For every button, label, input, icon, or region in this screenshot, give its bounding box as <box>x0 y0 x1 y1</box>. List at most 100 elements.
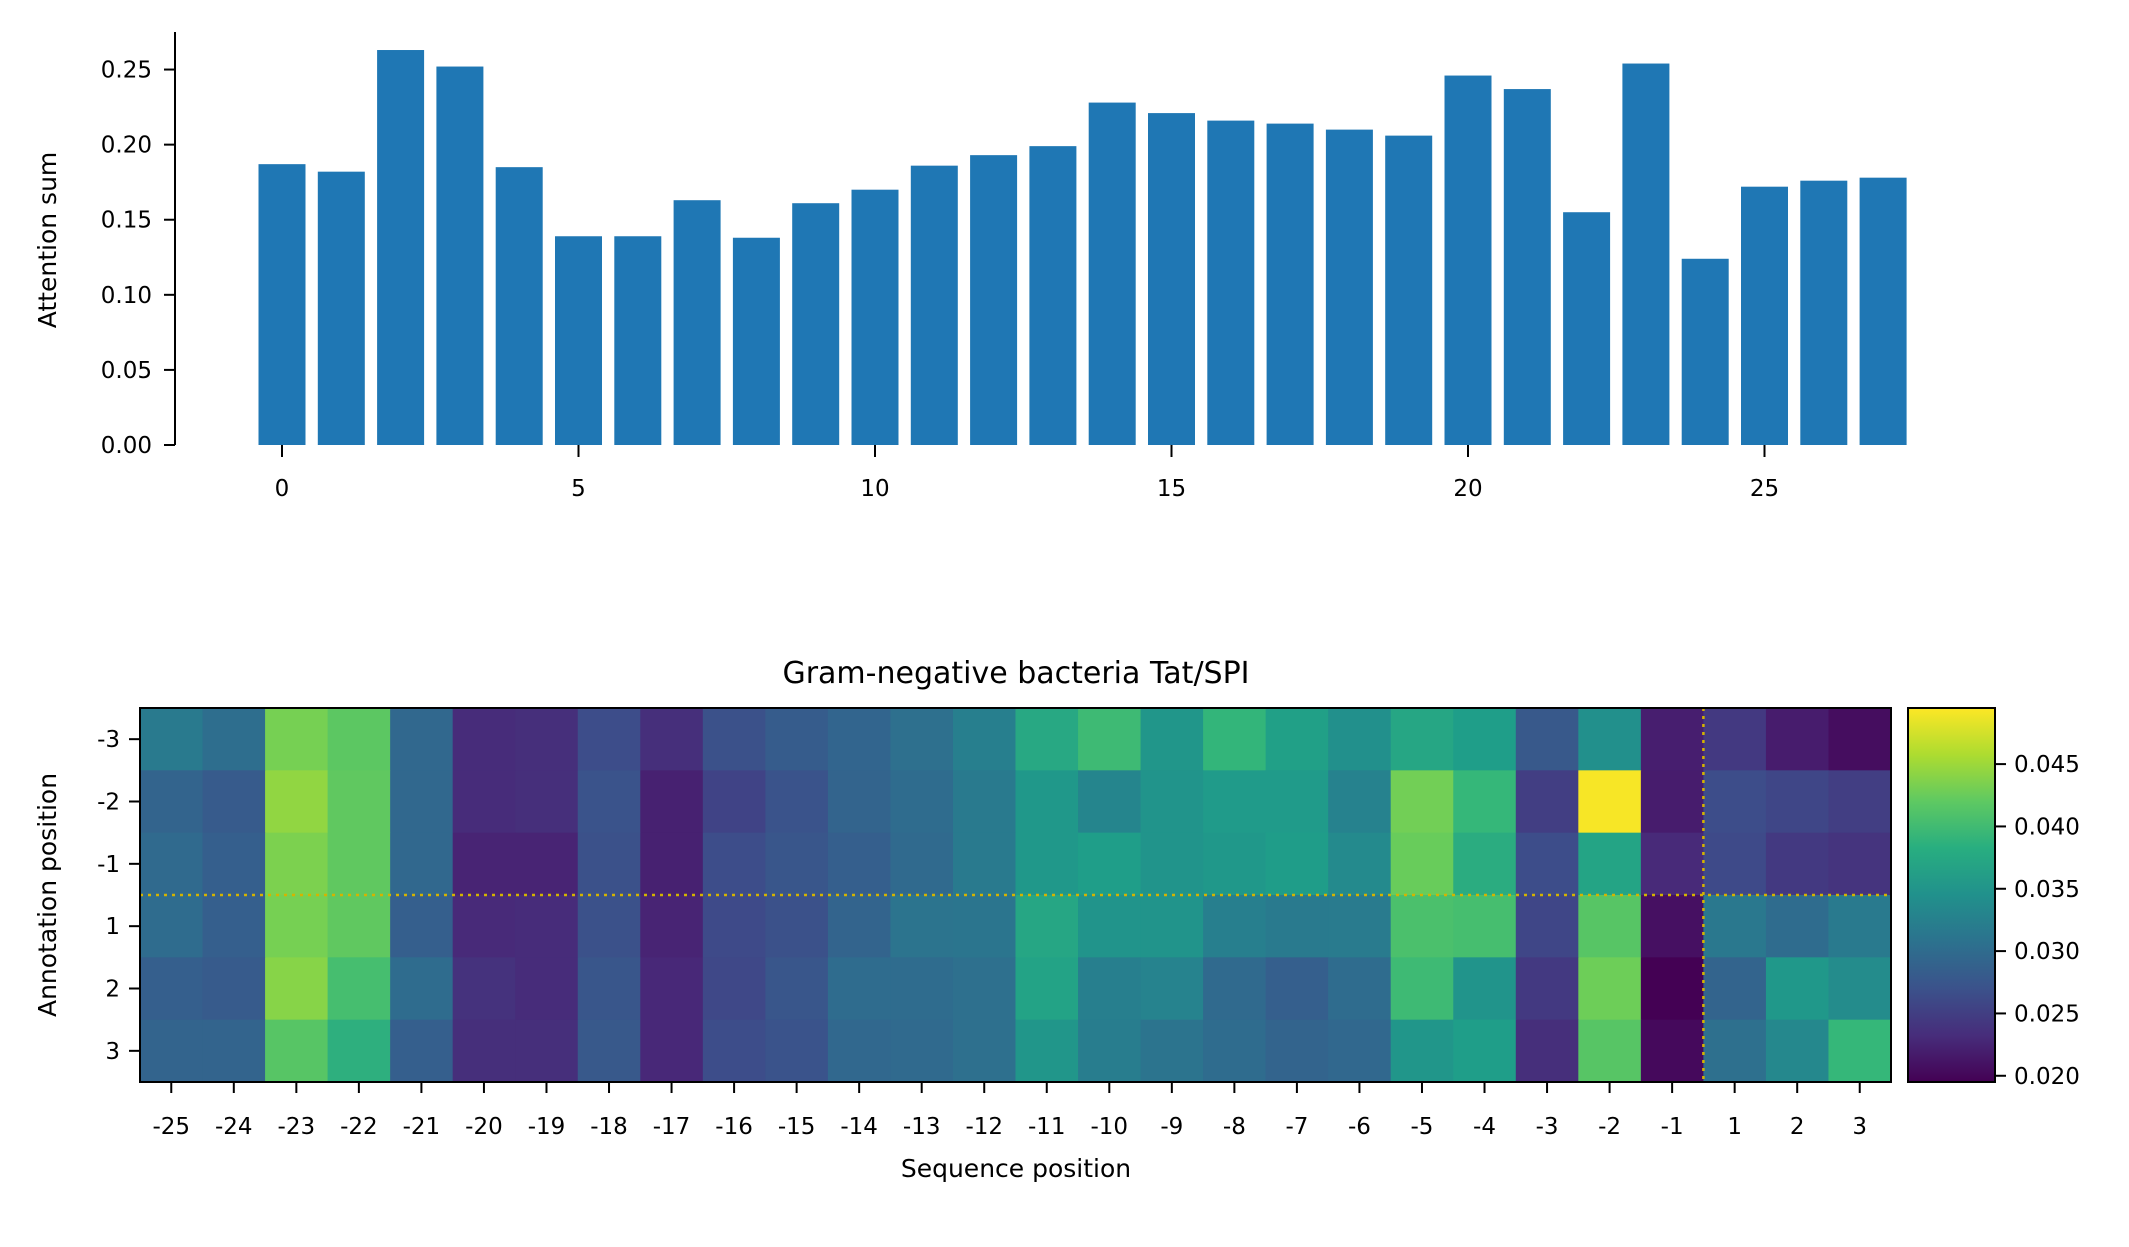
bar <box>1148 113 1195 446</box>
bar-y-tick-label: 0.15 <box>101 208 152 234</box>
heatmap-cell <box>327 1019 391 1083</box>
heatmap-cell <box>1078 708 1142 771</box>
heatmap-cell <box>1828 770 1892 834</box>
bar <box>436 66 484 446</box>
heatmap-x-tick-label: -16 <box>715 1114 753 1140</box>
heatmap-cell <box>827 770 892 834</box>
heatmap-cell <box>1203 770 1267 834</box>
heatmap-cell <box>390 1019 454 1083</box>
bar-x-tick-label: 20 <box>1453 476 1482 502</box>
heatmap-cell <box>1390 1019 1454 1083</box>
heatmap-cell <box>640 832 704 896</box>
bar <box>1207 120 1255 445</box>
heatmap-cell <box>702 957 766 1021</box>
heatmap-cell <box>202 895 266 958</box>
bar-x-tick-label: 10 <box>860 476 889 502</box>
heatmap-cell <box>640 708 704 771</box>
heatmap-cell <box>952 832 1017 896</box>
heatmap-cell <box>265 708 329 771</box>
heatmap-y-tick-label: 2 <box>105 977 120 1003</box>
heatmap-cell <box>265 832 329 896</box>
heatmap-cell <box>765 770 829 834</box>
colorbar-ticks: 0.020 0.025 0.030 0.035 0.040 0.045 <box>1995 752 2080 1090</box>
attention-heatmap: Gram-negative bacteria Tat/SPI -25 -24 -23… <box>33 656 2080 1183</box>
heatmap-x-tick-label: -25 <box>152 1114 190 1140</box>
bar-x-tick-label: 25 <box>1750 476 1779 502</box>
heatmap-cell <box>702 770 766 834</box>
heatmap-cell <box>1203 1019 1267 1083</box>
heatmap-cell <box>702 832 766 896</box>
bar <box>258 164 306 445</box>
heatmap-cell <box>515 895 579 958</box>
heatmap-cell <box>452 708 516 771</box>
heatmap-cell <box>1453 708 1517 771</box>
heatmap-x-tick-label: -14 <box>840 1114 878 1140</box>
bar-y-tick-label: 0.00 <box>101 433 152 459</box>
heatmap-x-tick-label: -23 <box>278 1114 316 1140</box>
heatmap-x-tick-label: -1 <box>1661 1114 1684 1140</box>
heatmap-cell <box>265 957 329 1021</box>
bar <box>1859 177 1907 445</box>
heatmap-title: Gram-negative bacteria Tat/SPI <box>782 656 1249 691</box>
heatmap-divider-lines <box>140 708 1891 1082</box>
heatmap-cell <box>577 1019 641 1083</box>
heatmap-cell <box>1328 957 1392 1021</box>
heatmap-cell <box>765 832 829 896</box>
heatmap-x-tick-label: -7 <box>1285 1114 1308 1140</box>
bar <box>1800 180 1848 445</box>
heatmap-cell <box>1015 1019 1079 1083</box>
bar-y-tick-label: 0.10 <box>101 283 152 309</box>
heatmap-cell <box>1015 770 1079 834</box>
heatmap-x-tick-label: -10 <box>1091 1114 1129 1140</box>
heatmap-cell <box>1390 895 1454 958</box>
colorbar-tick-label: 0.020 <box>2014 1064 2080 1090</box>
heatmap-cell <box>452 770 516 834</box>
heatmap-cell <box>890 1019 954 1083</box>
heatmap-y-ticks: -3 -2 -1 1 2 3 <box>97 727 140 1065</box>
heatmap-cell <box>1765 957 1830 1021</box>
heatmap-cell <box>1265 1019 1329 1083</box>
heatmap-cell <box>1640 832 1704 896</box>
heatmap-cell <box>1203 957 1267 1021</box>
heatmap-cell <box>1453 770 1517 834</box>
heatmap-cell <box>202 708 266 771</box>
heatmap-cell <box>1765 895 1830 958</box>
heatmap-cell <box>265 770 329 834</box>
heatmap-cells <box>140 708 1892 1083</box>
heatmap-cell <box>1578 1019 1642 1083</box>
bar <box>377 50 425 445</box>
heatmap-x-tick-label: -5 <box>1411 1114 1434 1140</box>
heatmap-x-tick-label: -18 <box>590 1114 628 1140</box>
heatmap-cell <box>1703 708 1767 771</box>
heatmap-cell <box>640 957 704 1021</box>
heatmap-cell <box>577 895 641 958</box>
colorbar: 0.020 0.025 0.030 0.035 0.040 0.045 <box>1907 707 2080 1090</box>
heatmap-cell <box>1515 957 1579 1021</box>
heatmap-cell <box>327 895 391 958</box>
heatmap-cell <box>1265 832 1329 896</box>
heatmap-cell <box>515 957 579 1021</box>
heatmap-cell <box>702 895 766 958</box>
heatmap-cell <box>1515 832 1579 896</box>
heatmap-cell <box>1265 957 1329 1021</box>
colorbar-tick-label: 0.040 <box>2014 814 2080 840</box>
heatmap-cell <box>1578 957 1642 1021</box>
heatmap-cell <box>1140 708 1204 771</box>
heatmap-cell <box>1640 1019 1704 1083</box>
heatmap-cell <box>1390 957 1454 1021</box>
bar <box>555 236 602 445</box>
bar <box>614 236 662 445</box>
heatmap-cell <box>1828 708 1892 771</box>
heatmap-y-tick-label: -3 <box>97 727 120 753</box>
heatmap-x-tick-label: -6 <box>1348 1114 1371 1140</box>
heatmap-cell <box>577 957 641 1021</box>
heatmap-cell <box>1140 957 1204 1021</box>
heatmap-cell <box>1640 895 1704 958</box>
heatmap-cell <box>390 957 454 1021</box>
heatmap-cell <box>1453 1019 1517 1083</box>
heatmap-cell <box>1578 770 1642 834</box>
heatmap-cell <box>452 832 516 896</box>
heatmap-cell <box>1515 770 1579 834</box>
bar <box>1444 75 1492 445</box>
heatmap-x-ticks: -25 -24 -23 -22 -21 -20 -19 -18 -17 -16 -15 -14 -13-… <box>152 1082 1867 1140</box>
